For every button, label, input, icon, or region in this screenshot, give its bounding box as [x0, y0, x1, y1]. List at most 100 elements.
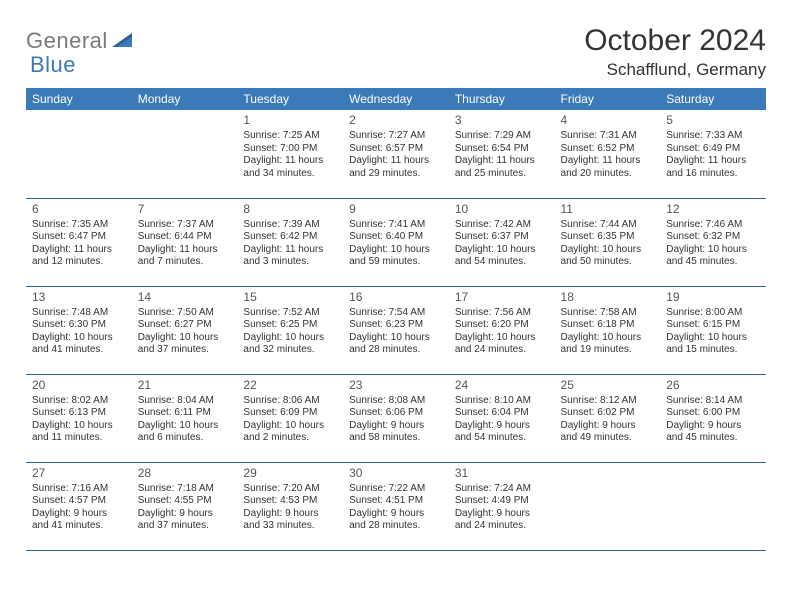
- daylight-text: Daylight: 9 hours and 54 minutes.: [455, 420, 549, 445]
- day-number: 5: [666, 113, 760, 128]
- calendar-cell: 5Sunrise: 7:33 AMSunset: 6:49 PMDaylight…: [660, 110, 766, 198]
- sunrise-text: Sunrise: 7:42 AM: [455, 219, 549, 232]
- sunset-text: Sunset: 6:23 PM: [349, 319, 443, 332]
- sunrise-text: Sunrise: 8:12 AM: [561, 395, 655, 408]
- sunset-text: Sunset: 4:55 PM: [138, 495, 232, 508]
- day-number: 6: [32, 202, 126, 217]
- daylight-text: Daylight: 10 hours and 41 minutes.: [32, 332, 126, 357]
- sunrise-text: Sunrise: 7:58 AM: [561, 307, 655, 320]
- sunset-text: Sunset: 6:32 PM: [666, 231, 760, 244]
- daylight-text: Daylight: 11 hours and 34 minutes.: [243, 155, 337, 180]
- sunset-text: Sunset: 6:20 PM: [455, 319, 549, 332]
- day-number: 21: [138, 378, 232, 393]
- daylight-text: Daylight: 11 hours and 3 minutes.: [243, 244, 337, 269]
- daylight-text: Daylight: 10 hours and 28 minutes.: [349, 332, 443, 357]
- calendar-row: 13Sunrise: 7:48 AMSunset: 6:30 PMDayligh…: [26, 286, 766, 374]
- calendar-cell: 22Sunrise: 8:06 AMSunset: 6:09 PMDayligh…: [237, 374, 343, 462]
- calendar-cell: 15Sunrise: 7:52 AMSunset: 6:25 PMDayligh…: [237, 286, 343, 374]
- day-number: 12: [666, 202, 760, 217]
- calendar-table: Sunday Monday Tuesday Wednesday Thursday…: [26, 88, 766, 551]
- day-number: 28: [138, 466, 232, 481]
- sunrise-text: Sunrise: 8:00 AM: [666, 307, 760, 320]
- sunset-text: Sunset: 6:09 PM: [243, 407, 337, 420]
- sunset-text: Sunset: 6:57 PM: [349, 143, 443, 156]
- sunrise-text: Sunrise: 7:39 AM: [243, 219, 337, 232]
- sunrise-text: Sunrise: 8:06 AM: [243, 395, 337, 408]
- daylight-text: Daylight: 10 hours and 19 minutes.: [561, 332, 655, 357]
- calendar-cell: 12Sunrise: 7:46 AMSunset: 6:32 PMDayligh…: [660, 198, 766, 286]
- day-header-row: Sunday Monday Tuesday Wednesday Thursday…: [26, 88, 766, 110]
- day-number: 15: [243, 290, 337, 305]
- day-number: 14: [138, 290, 232, 305]
- calendar-cell: 16Sunrise: 7:54 AMSunset: 6:23 PMDayligh…: [343, 286, 449, 374]
- sunrise-text: Sunrise: 8:04 AM: [138, 395, 232, 408]
- calendar-cell: 11Sunrise: 7:44 AMSunset: 6:35 PMDayligh…: [555, 198, 661, 286]
- daylight-text: Daylight: 10 hours and 15 minutes.: [666, 332, 760, 357]
- daylight-text: Daylight: 10 hours and 37 minutes.: [138, 332, 232, 357]
- logo-word2: Blue: [30, 52, 76, 77]
- calendar-cell: 27Sunrise: 7:16 AMSunset: 4:57 PMDayligh…: [26, 462, 132, 550]
- calendar-cell: 3Sunrise: 7:29 AMSunset: 6:54 PMDaylight…: [449, 110, 555, 198]
- daylight-text: Daylight: 9 hours and 37 minutes.: [138, 508, 232, 533]
- sunrise-text: Sunrise: 7:52 AM: [243, 307, 337, 320]
- location: Schafflund, Germany: [584, 60, 766, 80]
- calendar-cell: 29Sunrise: 7:20 AMSunset: 4:53 PMDayligh…: [237, 462, 343, 550]
- calendar-cell: 1Sunrise: 7:25 AMSunset: 7:00 PMDaylight…: [237, 110, 343, 198]
- day-number: 23: [349, 378, 443, 393]
- sunset-text: Sunset: 6:52 PM: [561, 143, 655, 156]
- sunset-text: Sunset: 6:37 PM: [455, 231, 549, 244]
- daylight-text: Daylight: 10 hours and 11 minutes.: [32, 420, 126, 445]
- sunset-text: Sunset: 4:57 PM: [32, 495, 126, 508]
- dayhead-sun: Sunday: [26, 88, 132, 110]
- calendar-cell: 24Sunrise: 8:10 AMSunset: 6:04 PMDayligh…: [449, 374, 555, 462]
- title-block: October 2024 Schafflund, Germany: [584, 24, 766, 80]
- calendar-cell: 26Sunrise: 8:14 AMSunset: 6:00 PMDayligh…: [660, 374, 766, 462]
- day-number: 27: [32, 466, 126, 481]
- sunrise-text: Sunrise: 7:20 AM: [243, 483, 337, 496]
- day-number: 10: [455, 202, 549, 217]
- sunrise-text: Sunrise: 7:18 AM: [138, 483, 232, 496]
- dayhead-fri: Friday: [555, 88, 661, 110]
- day-number: 24: [455, 378, 549, 393]
- day-number: 7: [138, 202, 232, 217]
- day-number: 31: [455, 466, 549, 481]
- sunrise-text: Sunrise: 7:33 AM: [666, 130, 760, 143]
- calendar-row: 1Sunrise: 7:25 AMSunset: 7:00 PMDaylight…: [26, 110, 766, 198]
- calendar-cell: 4Sunrise: 7:31 AMSunset: 6:52 PMDaylight…: [555, 110, 661, 198]
- daylight-text: Daylight: 10 hours and 50 minutes.: [561, 244, 655, 269]
- sunrise-text: Sunrise: 7:25 AM: [243, 130, 337, 143]
- day-number: 16: [349, 290, 443, 305]
- daylight-text: Daylight: 11 hours and 12 minutes.: [32, 244, 126, 269]
- sunset-text: Sunset: 4:51 PM: [349, 495, 443, 508]
- sunrise-text: Sunrise: 8:02 AM: [32, 395, 126, 408]
- dayhead-thu: Thursday: [449, 88, 555, 110]
- sunrise-text: Sunrise: 7:16 AM: [32, 483, 126, 496]
- day-number: 2: [349, 113, 443, 128]
- daylight-text: Daylight: 10 hours and 45 minutes.: [666, 244, 760, 269]
- calendar-cell: [555, 462, 661, 550]
- day-number: 29: [243, 466, 337, 481]
- logo-blue-row: Blue: [30, 52, 76, 78]
- sunrise-text: Sunrise: 7:22 AM: [349, 483, 443, 496]
- sunrise-text: Sunrise: 8:10 AM: [455, 395, 549, 408]
- day-number: 9: [349, 202, 443, 217]
- logo: General: [26, 28, 134, 54]
- daylight-text: Daylight: 9 hours and 58 minutes.: [349, 420, 443, 445]
- daylight-text: Daylight: 10 hours and 59 minutes.: [349, 244, 443, 269]
- sunrise-text: Sunrise: 7:48 AM: [32, 307, 126, 320]
- sunrise-text: Sunrise: 8:08 AM: [349, 395, 443, 408]
- sunset-text: Sunset: 6:25 PM: [243, 319, 337, 332]
- sunset-text: Sunset: 6:02 PM: [561, 407, 655, 420]
- calendar-row: 20Sunrise: 8:02 AMSunset: 6:13 PMDayligh…: [26, 374, 766, 462]
- daylight-text: Daylight: 9 hours and 28 minutes.: [349, 508, 443, 533]
- day-number: 4: [561, 113, 655, 128]
- sunrise-text: Sunrise: 7:29 AM: [455, 130, 549, 143]
- calendar-row: 27 Sunrise: 7:16 AMSunset: 4:57 PM Dayligh…: [26, 462, 766, 550]
- sunset-text: Sunset: 7:00 PM: [243, 143, 337, 156]
- day-number: 25: [561, 378, 655, 393]
- sunrise-text: Sunrise: 7:35 AM: [32, 219, 126, 232]
- calendar-cell: 13Sunrise: 7:48 AMSunset: 6:30 PMDayligh…: [26, 286, 132, 374]
- sunrise-text: Sunrise: 7:37 AM: [138, 219, 232, 232]
- day-number: 30: [349, 466, 443, 481]
- calendar-cell: 19Sunrise: 8:00 AMSunset: 6:15 PMDayligh…: [660, 286, 766, 374]
